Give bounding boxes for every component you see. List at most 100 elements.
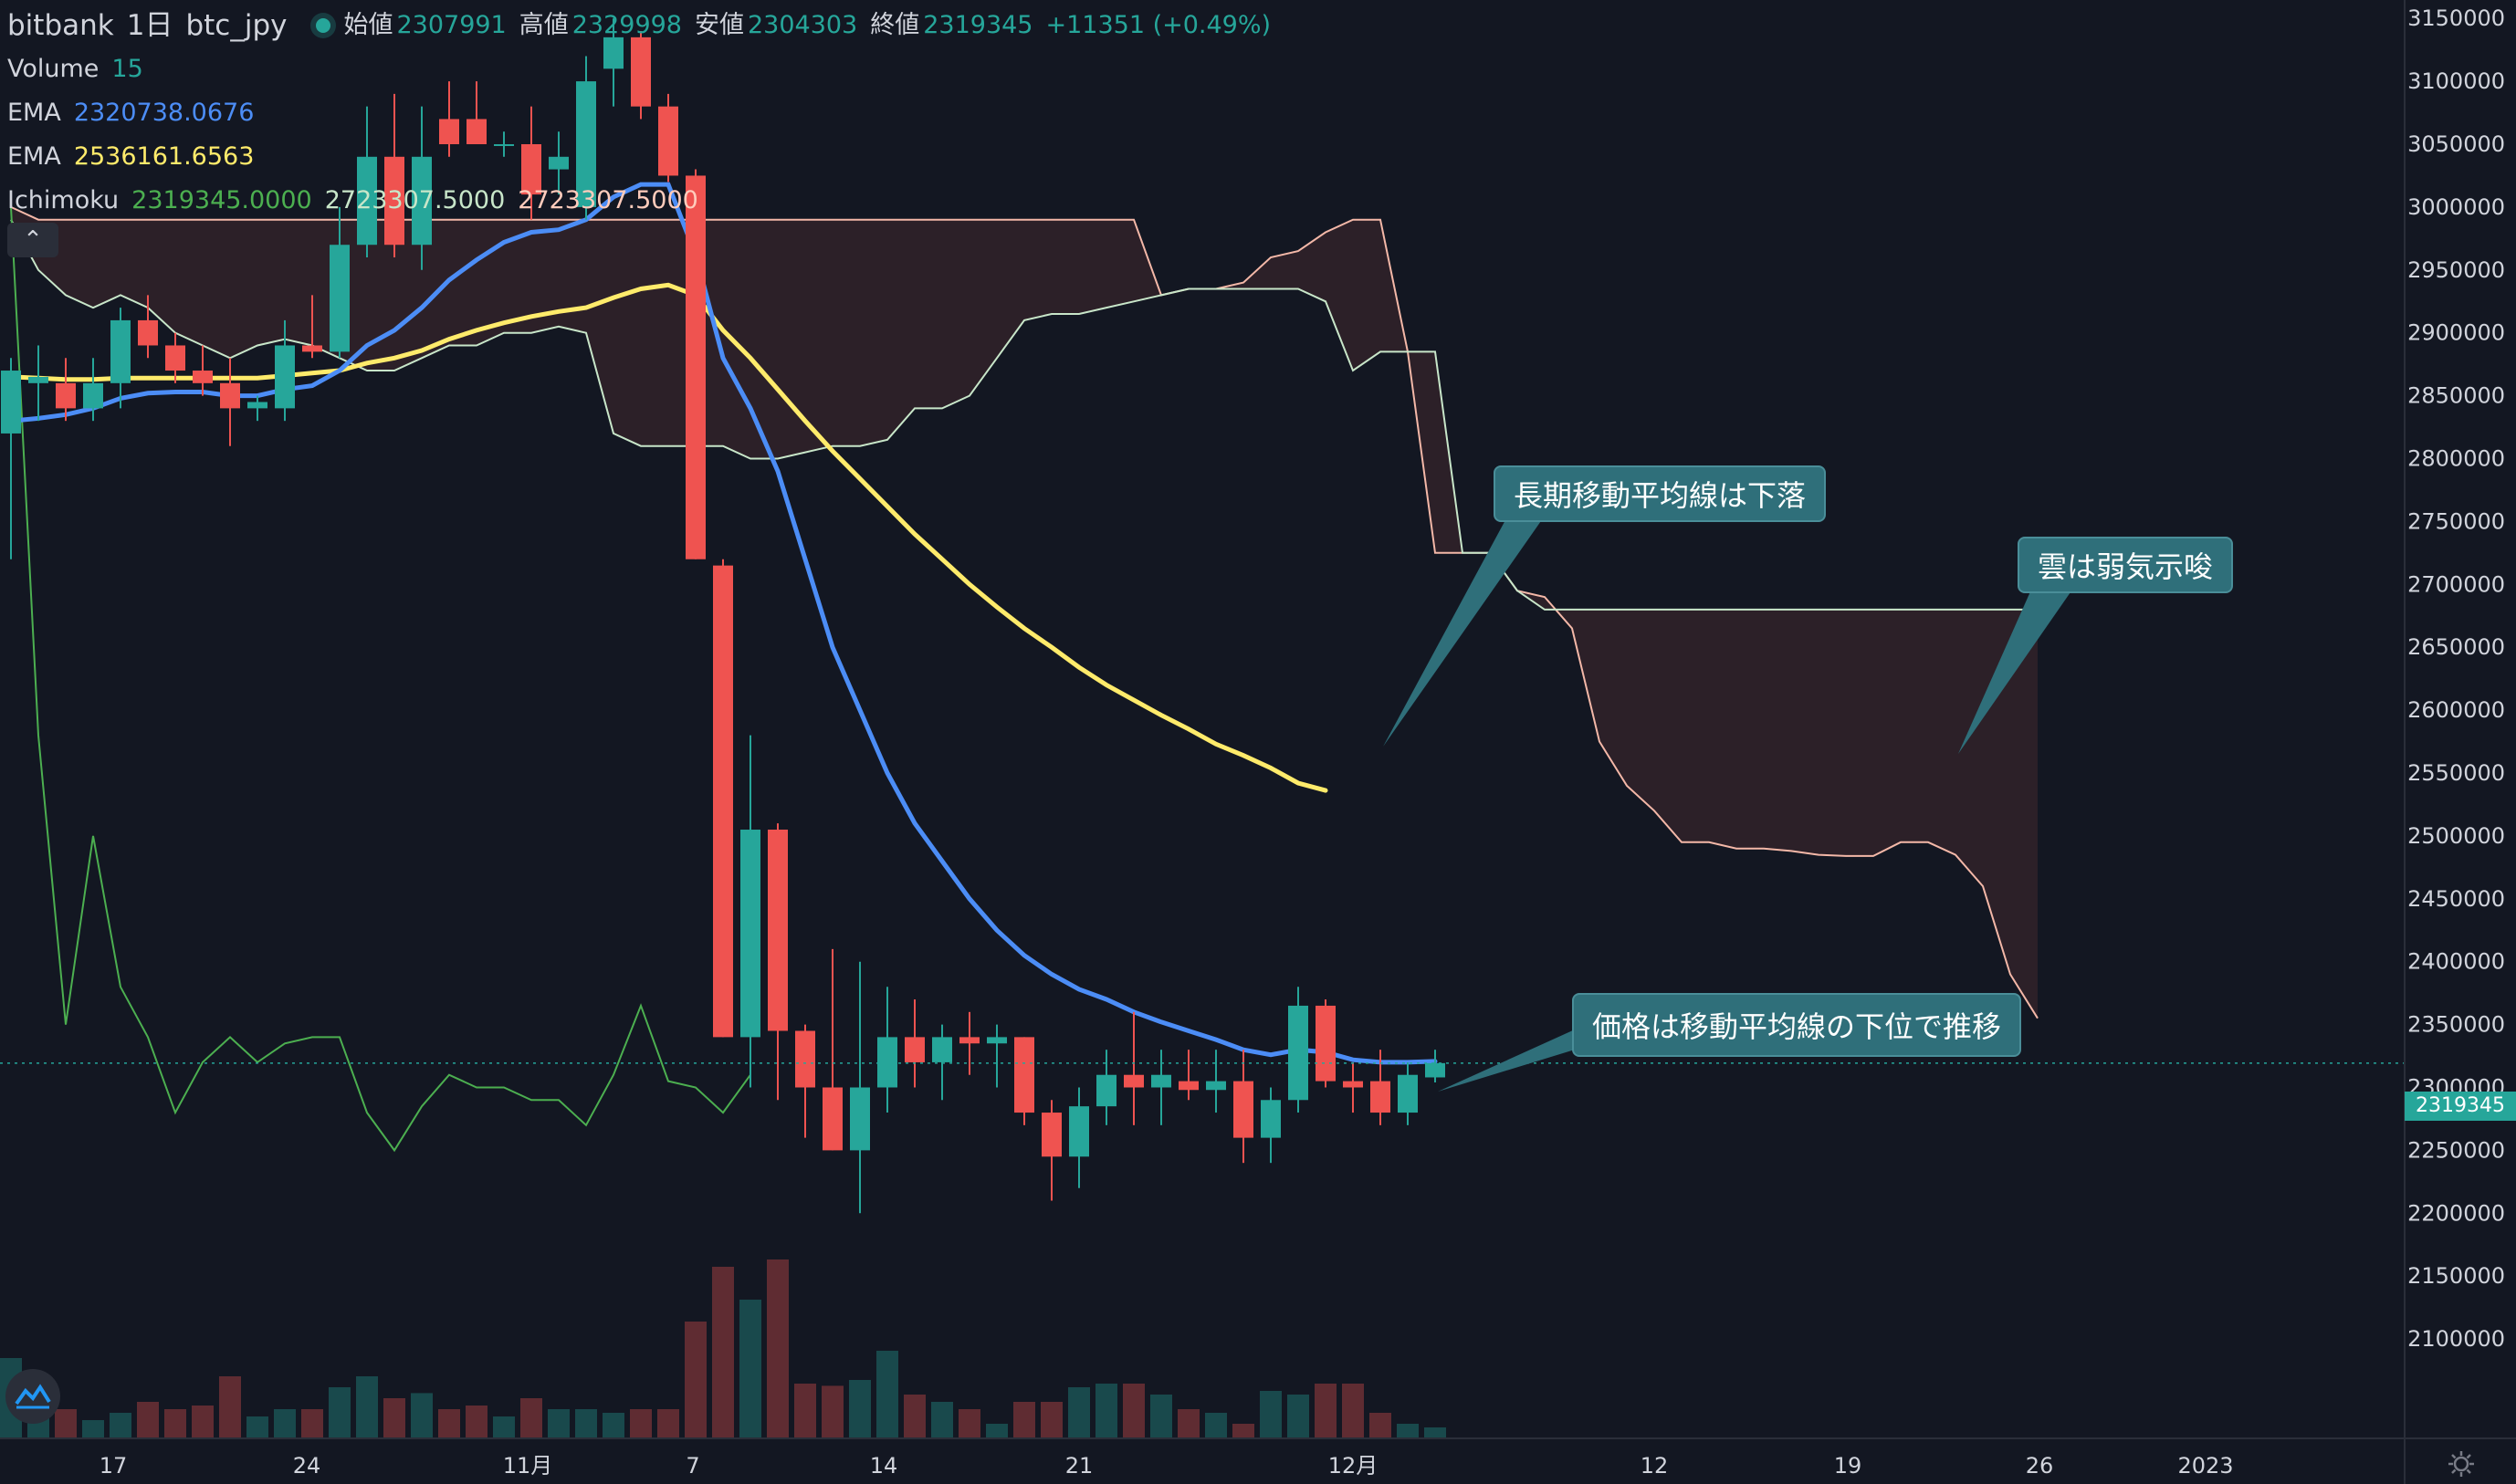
high-label: 高値 — [519, 11, 569, 39]
price-tick-label: 3100000 — [2407, 68, 2505, 94]
annotation-long-ma[interactable]: 長期移動平均線は下落 — [1494, 465, 1827, 522]
candle-body — [439, 119, 459, 144]
price-tick-label: 2650000 — [2407, 634, 2505, 660]
volume-bar — [1424, 1427, 1446, 1438]
candle-body — [713, 565, 733, 1038]
time-tick-label: 26 — [2026, 1453, 2054, 1479]
ema-short-label: EMA — [7, 99, 61, 127]
volume-bar — [383, 1398, 405, 1438]
annotation-price-position-text: 価格は移動平均線の下位で推移 — [1592, 1009, 2002, 1044]
volume-bar — [1232, 1424, 1254, 1438]
tradingview-logo-icon[interactable] — [5, 1369, 60, 1424]
volume-bar — [1096, 1384, 1117, 1438]
volume-bar — [1013, 1402, 1035, 1438]
symbol-name: btc_jpy — [185, 9, 288, 42]
volume-bar — [548, 1409, 570, 1438]
volume-bar — [274, 1409, 296, 1438]
volume-bar — [1287, 1395, 1309, 1438]
candle-body — [56, 382, 76, 409]
candle-body — [576, 81, 596, 207]
volume-bar — [356, 1376, 378, 1438]
candle-body — [1096, 1074, 1116, 1107]
low-value: 2304303 — [747, 11, 858, 39]
annotation-long-ma-text: 長期移動平均線は下落 — [1514, 478, 1807, 513]
volume-bar — [137, 1402, 159, 1438]
volume-bar — [1205, 1413, 1227, 1438]
candle-body — [1206, 1081, 1226, 1091]
volume-bar — [164, 1409, 186, 1438]
annotation-cloud[interactable]: 雲は弱気示唆 — [2018, 537, 2234, 593]
price-tick-label: 2850000 — [2407, 383, 2505, 409]
candle-body — [850, 1087, 870, 1151]
volume-bar — [411, 1393, 433, 1438]
candle-body — [1261, 1100, 1281, 1138]
volume-bar — [55, 1409, 77, 1438]
settings-gear-icon[interactable] — [2447, 1449, 2476, 1479]
annotation-price-position[interactable]: 価格は移動平均線の下位で推移 — [1572, 993, 2022, 1057]
annotation-price-position-pointer — [1438, 1029, 1575, 1092]
chevron-up-icon: ⌃ — [23, 226, 43, 254]
candle-body — [28, 376, 48, 383]
volume-label: Volume — [7, 55, 100, 83]
chart-legend: bitbank 1日 btc_jpy 始値 2307991 高値 2329998 安… — [7, 4, 1284, 223]
candle-body — [467, 119, 487, 144]
volume-bar — [1315, 1384, 1337, 1438]
candle-body — [330, 245, 350, 352]
ema-long-value: 2536161.6563 — [73, 142, 255, 171]
candle-body — [905, 1037, 925, 1062]
volume-bar — [1178, 1409, 1200, 1438]
time-tick-label: 2023 — [2177, 1453, 2233, 1479]
change-value: +11351 (+0.49%) — [1045, 11, 1272, 39]
ema-short-line — [8, 182, 1438, 1065]
candle-body — [494, 144, 514, 146]
candle-body — [1370, 1081, 1390, 1113]
ichimoku-label: Ichimoku — [7, 186, 120, 214]
volume-bar — [520, 1398, 542, 1438]
time-tick-label: 12 — [1641, 1453, 1669, 1479]
candle-body — [1, 371, 21, 434]
exchange-name: bitbank — [7, 9, 114, 42]
price-tick-label: 2500000 — [2407, 823, 2505, 849]
legend-ema-short-row[interactable]: EMA 2320738.0676 — [7, 91, 1284, 135]
legend-volume-row[interactable]: Volume 15 — [7, 47, 1284, 91]
candle-body — [1425, 1062, 1445, 1078]
candle-body — [932, 1037, 952, 1062]
price-tick-label: 2400000 — [2407, 949, 2505, 975]
volume-bar — [1041, 1402, 1063, 1438]
candle-body — [959, 1037, 980, 1044]
high-value: 2329998 — [571, 11, 682, 39]
volume-bar — [630, 1409, 652, 1438]
candle-body — [384, 156, 404, 246]
candle-body — [1124, 1074, 1144, 1088]
close-label: 終値 — [870, 11, 920, 39]
time-tick-label: 24 — [293, 1453, 321, 1479]
volume-bar — [493, 1416, 515, 1438]
candle-body — [1288, 1005, 1308, 1101]
price-tick-label: 2200000 — [2407, 1200, 2505, 1226]
volume-bar — [1150, 1395, 1172, 1438]
legend-symbol-row[interactable]: bitbank 1日 btc_jpy 始値 2307991 高値 2329998 安… — [7, 4, 1284, 47]
time-tick-label: 21 — [1065, 1453, 1094, 1479]
volume-bar — [794, 1384, 816, 1438]
interval-label: 1日 — [126, 9, 173, 42]
candle-body — [603, 37, 624, 69]
volume-bar — [1260, 1391, 1282, 1438]
annotation-cloud-pointer — [1958, 590, 2072, 754]
candle-body — [1343, 1081, 1363, 1088]
candle-body — [1014, 1037, 1034, 1113]
collapse-legend-button[interactable]: ⌃ — [7, 223, 58, 257]
volume-bar — [849, 1380, 871, 1438]
price-tick-label: 2600000 — [2407, 697, 2505, 723]
legend-ichimoku-row[interactable]: Ichimoku 2319345.0000 2723307.5000 27233… — [7, 179, 1284, 223]
time-tick-label: 14 — [870, 1453, 898, 1479]
volume-bar — [246, 1416, 268, 1438]
volume-bar — [657, 1409, 679, 1438]
volume-bar — [685, 1322, 707, 1438]
volume-bar — [438, 1409, 460, 1438]
candle-body — [412, 156, 432, 246]
candle-body — [1398, 1074, 1418, 1113]
legend-ema-long-row[interactable]: EMA 2536161.6563 — [7, 135, 1284, 179]
candle-body — [220, 382, 240, 409]
ichimoku-value-2: 2723307.5000 — [324, 186, 506, 214]
